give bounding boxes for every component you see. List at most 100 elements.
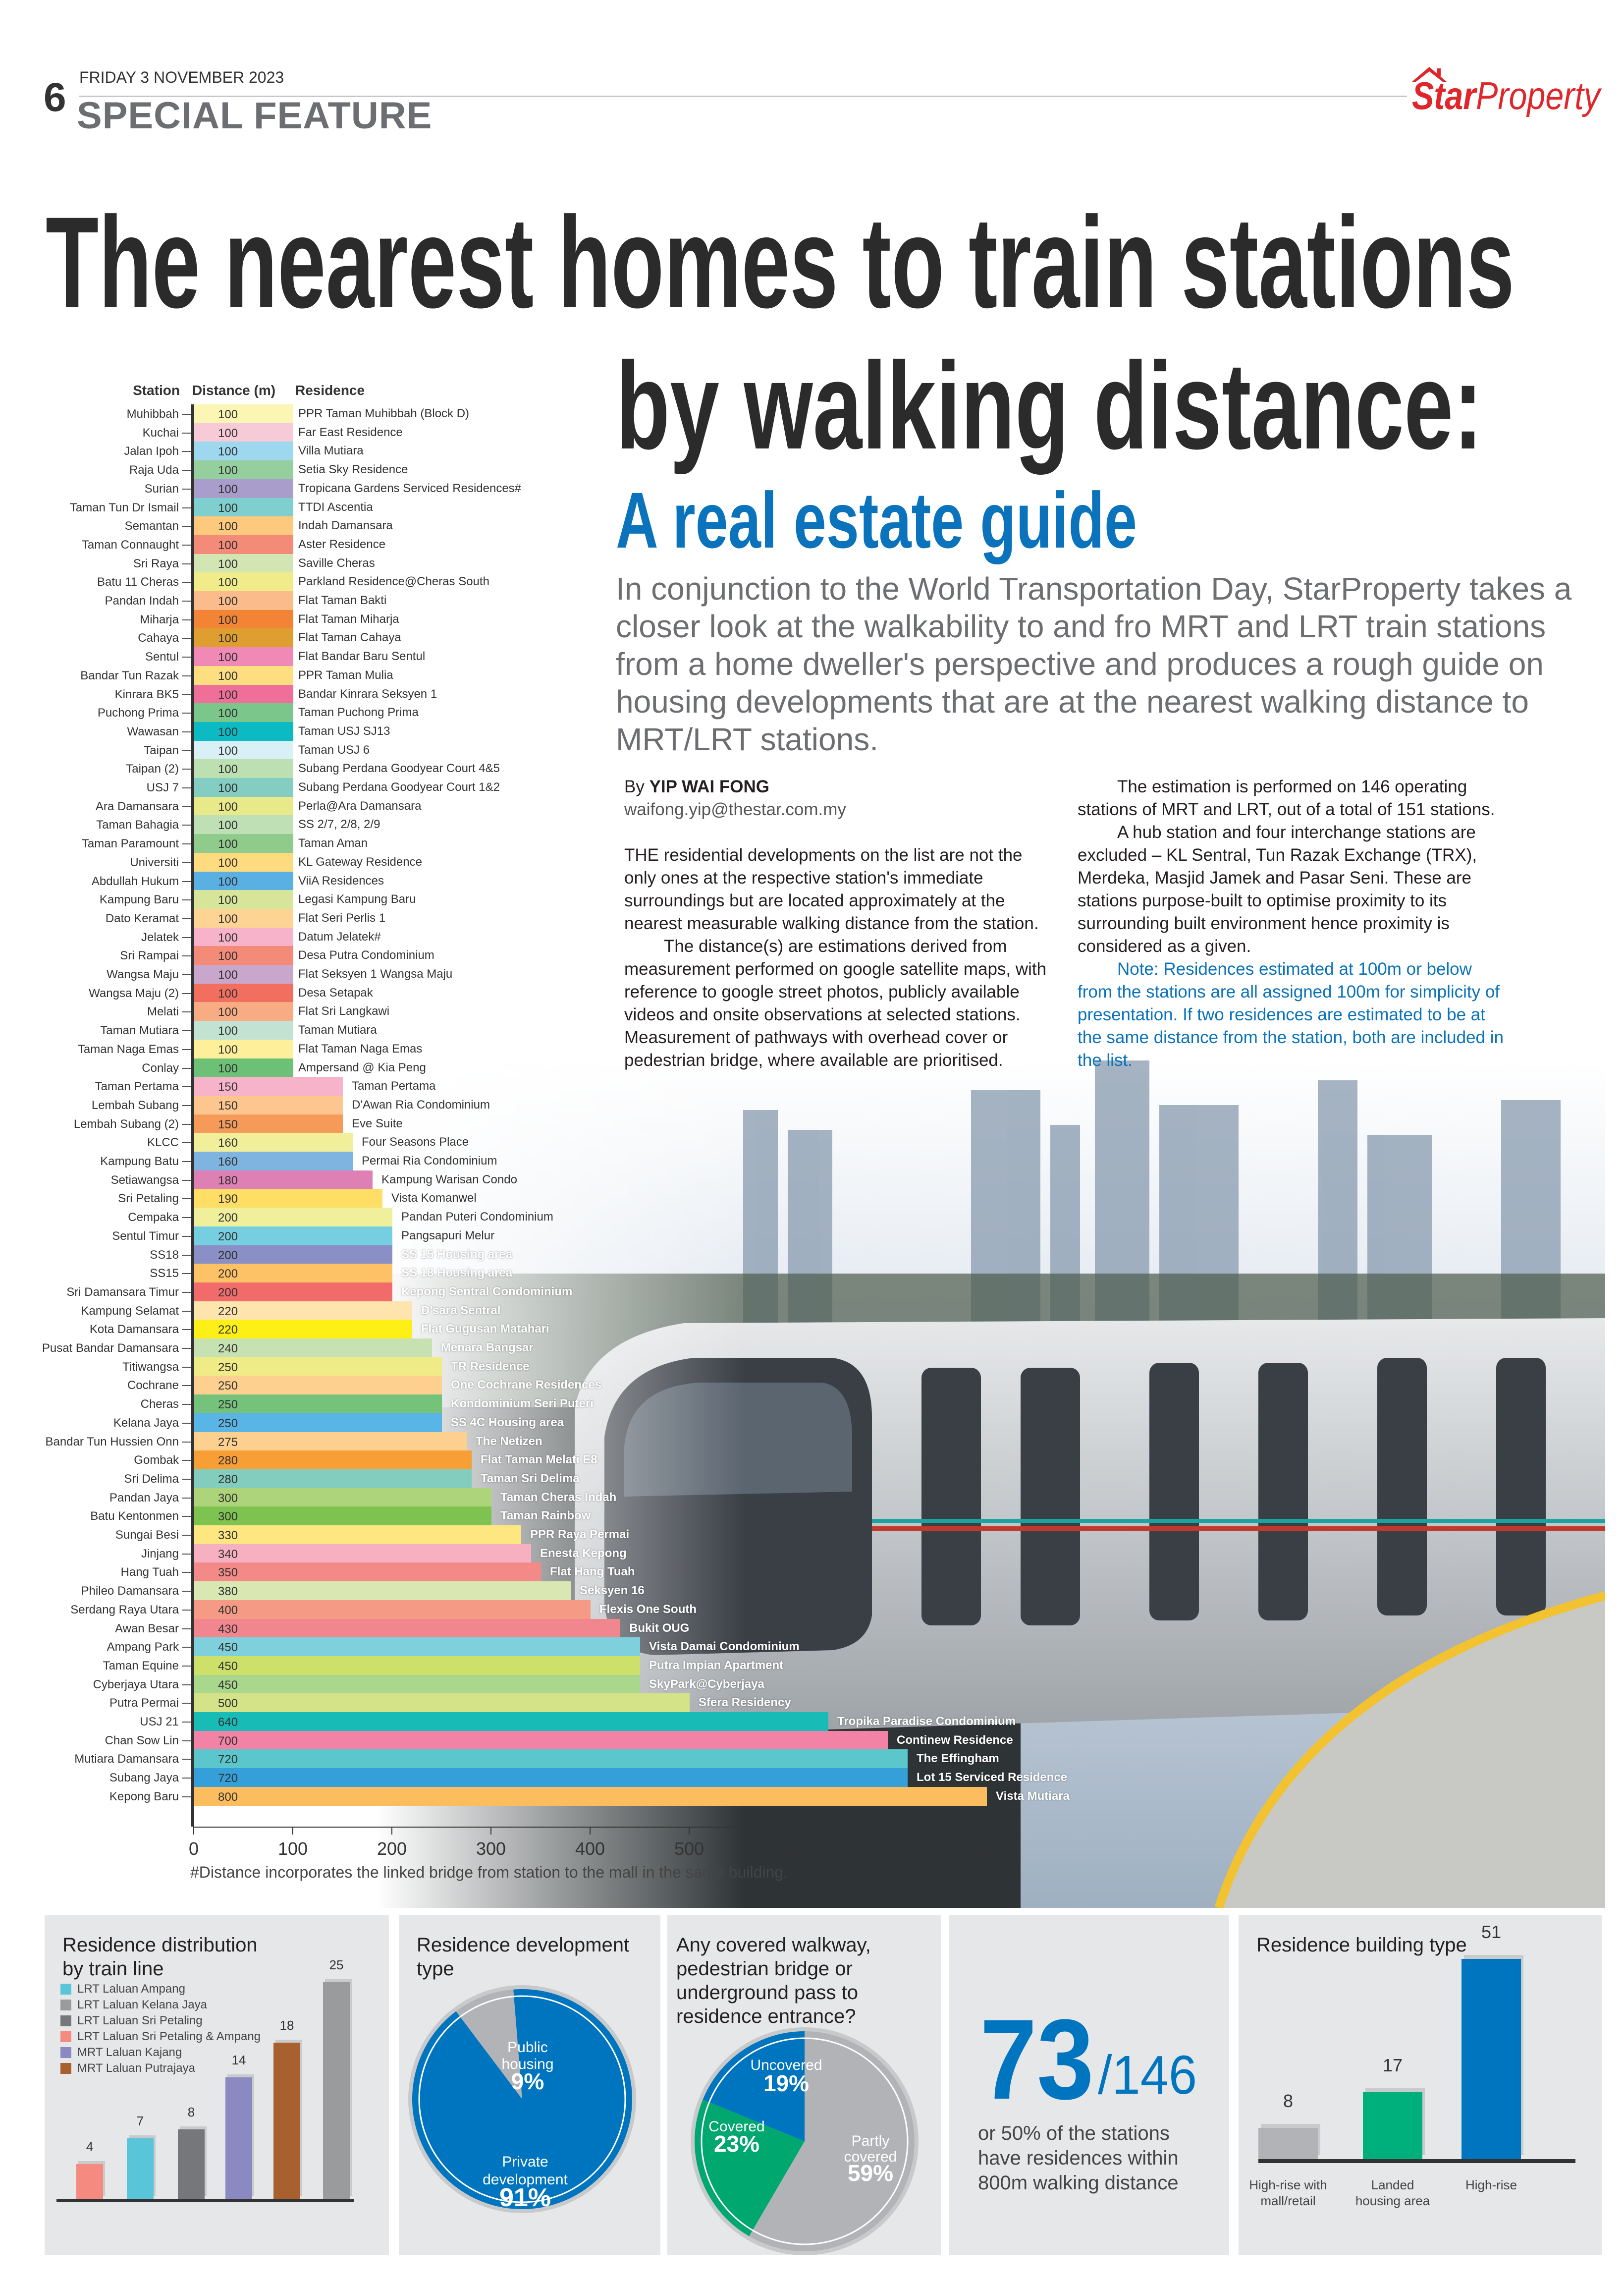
station-label: Lembah Subang xyxy=(91,1098,179,1112)
distance-bar xyxy=(194,1768,908,1787)
residence-label: Taman Pertama xyxy=(352,1079,436,1093)
x-tick-label: 200 xyxy=(377,1838,407,1859)
residence-label: Menara Bangsar xyxy=(441,1341,534,1354)
distance-bar xyxy=(194,1058,293,1077)
y-tick xyxy=(182,1516,191,1517)
legend-item: LRT Laluan Sri Petaling xyxy=(60,2014,203,2028)
y-tick xyxy=(182,582,191,583)
station-label: Pusat Bandar Damansara xyxy=(42,1341,179,1355)
station-label: Puchong Prima xyxy=(97,706,179,720)
station-label: Surian xyxy=(144,482,179,496)
distance-value: 400 xyxy=(218,1603,238,1617)
distance-bar xyxy=(194,927,293,947)
x-tick-label: 800 xyxy=(971,1838,1002,1859)
y-tick xyxy=(182,563,191,564)
station-label: Batu Kentonmen xyxy=(90,1509,179,1523)
distance-value: 240 xyxy=(218,1342,238,1355)
residence-label: Vista Komanwel xyxy=(391,1191,477,1205)
residence-label: Taman Cheras Indah xyxy=(500,1490,617,1504)
paragraph: The distance(s) are estimations derived … xyxy=(624,937,1047,1070)
legend-item: LRT Laluan Kelana Jaya xyxy=(60,1998,207,2012)
residence-label: Four Seasons Place xyxy=(362,1135,469,1149)
station-label: Taman Connaught xyxy=(81,538,179,552)
distance-value: 300 xyxy=(218,1510,238,1524)
distance-bar xyxy=(194,1488,491,1507)
y-tick xyxy=(182,694,191,695)
distance-value: 100 xyxy=(218,725,238,739)
distance-bar xyxy=(194,890,293,909)
line-bar xyxy=(225,2077,252,2199)
y-tick xyxy=(182,1291,191,1293)
x-tick xyxy=(292,1827,293,1835)
y-tick xyxy=(182,1329,191,1331)
legend-label: LRT Laluan Kelana Jaya xyxy=(77,1998,207,2011)
distance-bar xyxy=(194,1600,591,1619)
slice-label-covered: Covered 23% xyxy=(707,2118,766,2155)
distance-value: 450 xyxy=(218,1678,238,1692)
y-tick xyxy=(182,1385,191,1387)
stat-big-number: 73 xyxy=(980,1996,1094,2104)
station-label: Jalan Ipoh xyxy=(124,445,179,458)
page-number: 6 xyxy=(44,75,66,120)
residence-label: Kampung Warisan Condo xyxy=(381,1172,517,1186)
y-tick xyxy=(182,1628,191,1629)
station-label: Gombak xyxy=(134,1453,179,1467)
y-tick xyxy=(182,1086,191,1088)
y-tick xyxy=(182,713,191,714)
y-tick xyxy=(182,1796,191,1797)
residence-label: PPR Raya Permai xyxy=(530,1528,630,1541)
distance-bar xyxy=(194,1730,888,1750)
y-tick xyxy=(182,1422,191,1424)
distance-value: 220 xyxy=(218,1323,238,1337)
distance-value: 100 xyxy=(218,893,238,907)
distance-value: 100 xyxy=(218,557,238,571)
x-tick xyxy=(490,1827,491,1835)
svg-text:StarProperty: StarProperty xyxy=(1412,74,1602,117)
station-label: Sungai Besi xyxy=(115,1528,179,1542)
distance-bar xyxy=(194,1544,531,1563)
station-label: Taipan (2) xyxy=(126,762,179,776)
bar-value: 8 xyxy=(187,2105,195,2119)
residence-label: Saville Cheras xyxy=(298,556,375,570)
station-label: Miharja xyxy=(140,613,179,626)
distance-bar xyxy=(194,535,293,554)
residence-label: PPR Taman Mulia xyxy=(298,668,393,682)
distance-bar xyxy=(194,722,293,741)
distance-bar xyxy=(194,1656,640,1675)
y-tick xyxy=(182,1478,191,1480)
distance-chart: Station Distance (m) Residence Muhibbah 1… xyxy=(42,383,1070,1881)
residence-label: SkyPark@Cyberjaya xyxy=(649,1677,764,1691)
y-tick xyxy=(182,806,191,807)
residence-label: Sfera Residency xyxy=(699,1696,791,1710)
slice-name: Covered xyxy=(708,2118,765,2135)
x-tick-label: 100 xyxy=(277,1838,308,1859)
article-column-2: The estimation is performed on 146 opera… xyxy=(1078,776,1504,1072)
slice-name: Partly covered xyxy=(844,2133,897,2165)
author-email[interactable]: waifong.yip@thestar.com.my xyxy=(624,800,846,819)
distance-value: 300 xyxy=(218,1491,238,1505)
header-station: Station xyxy=(133,383,180,398)
y-tick xyxy=(182,1404,191,1405)
station-label: Hang Tuah xyxy=(120,1565,179,1579)
distance-bar xyxy=(194,1282,392,1301)
residence-label: Taman Aman xyxy=(298,836,368,850)
distance-value: 200 xyxy=(218,1248,238,1262)
slice-label-uncovered: Uncovered 19% xyxy=(742,2057,831,2095)
residence-label: Flat Seksyen 1 Wangsa Maju xyxy=(298,967,453,981)
station-label: Taman Bahagia xyxy=(96,818,179,832)
issue-date: FRIDAY 3 NOVEMBER 2023 xyxy=(79,68,284,86)
slice-value: 9% xyxy=(511,2068,544,2094)
pie-slice-partly-covered xyxy=(749,2031,915,2251)
distance-bar xyxy=(194,1376,442,1395)
station-label: Muhibbah xyxy=(126,407,179,421)
y-tick xyxy=(182,1572,191,1573)
starproperty-logo[interactable]: StarProperty xyxy=(1402,59,1605,124)
distance-bar xyxy=(194,1394,442,1414)
y-tick xyxy=(182,1161,191,1162)
distance-value: 100 xyxy=(218,408,238,421)
residence-label: Villa Mutiara xyxy=(298,444,364,458)
distance-bar xyxy=(194,516,293,536)
bar-value: 14 xyxy=(231,2053,246,2067)
y-tick xyxy=(182,843,191,845)
distance-bar xyxy=(194,1786,987,1806)
